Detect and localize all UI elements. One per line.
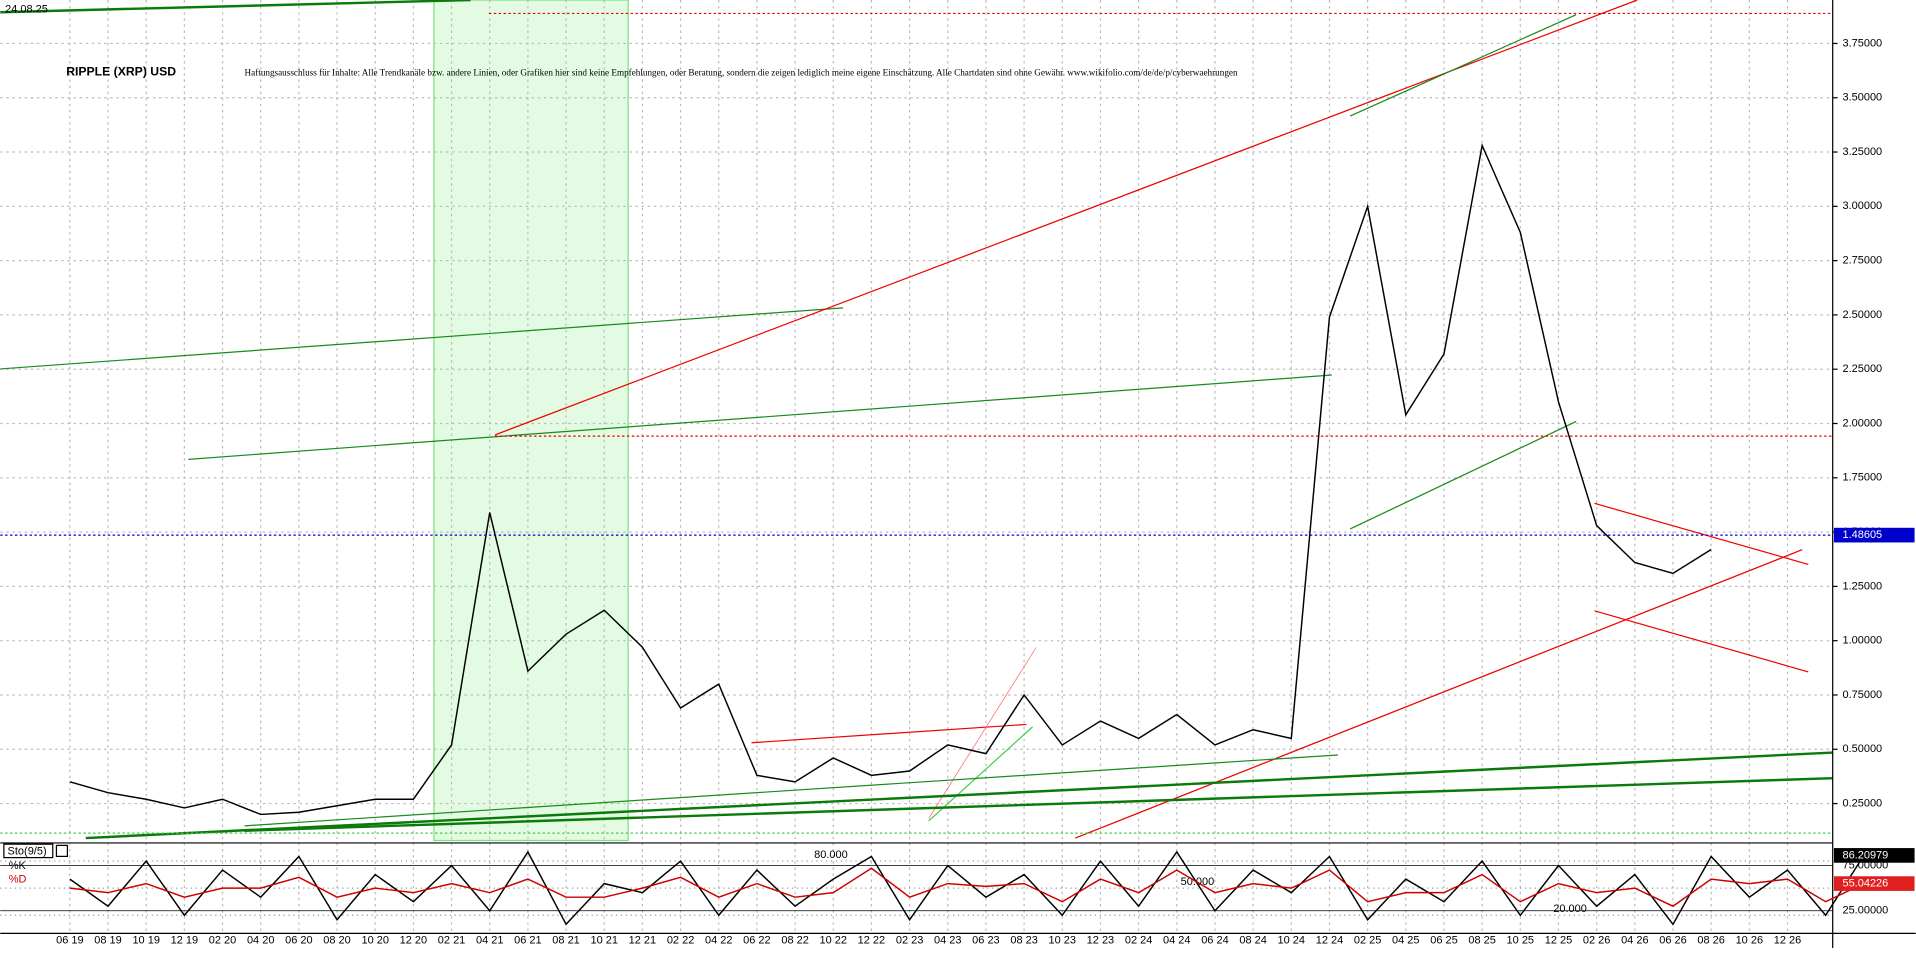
osc-level-label: 20.000 xyxy=(1553,903,1587,915)
x-tick-label: 06 21 xyxy=(514,935,542,947)
trendlines xyxy=(0,0,1833,840)
x-tick-label: 12 21 xyxy=(629,935,657,947)
x-tick-label: 04 24 xyxy=(1163,935,1191,947)
series-line xyxy=(69,867,1865,908)
x-tick-label: 12 23 xyxy=(1087,935,1115,947)
x-tick-label: 02 21 xyxy=(438,935,466,947)
x-tick-label: 04 23 xyxy=(934,935,962,947)
x-tick-label: 10 20 xyxy=(361,935,389,947)
osc-title: Sto(9/5) xyxy=(8,845,47,857)
x-tick-label: 06 23 xyxy=(972,935,1000,947)
osc-readout-box xyxy=(1833,848,1915,863)
x-tick-label: 12 26 xyxy=(1774,935,1802,947)
x-tick-label: 08 25 xyxy=(1468,935,1495,947)
x-tick-label: 10 19 xyxy=(132,935,159,947)
y-tick-label: 1.00000 xyxy=(1842,635,1882,647)
series-line xyxy=(69,143,1712,816)
y-tick-label: 0.25000 xyxy=(1842,797,1882,809)
osc-level-label: 80.000 xyxy=(814,849,848,861)
x-tick-label: 10 22 xyxy=(820,935,848,947)
highlight-zone xyxy=(433,0,629,842)
x-tick-label: 04 20 xyxy=(247,935,274,947)
x-tick-label: 06 20 xyxy=(285,935,312,947)
add-button[interactable] xyxy=(55,844,69,857)
x-tick-label: 02 24 xyxy=(1125,935,1153,947)
disclaimer: Haftungsausschluss für Inhalte: Alle Tre… xyxy=(245,67,1238,77)
x-tick-label: 02 25 xyxy=(1354,935,1382,947)
legend-entry: %K xyxy=(9,860,27,872)
y-tick-label: 2.50000 xyxy=(1842,309,1882,321)
x-tick-label: 08 24 xyxy=(1239,935,1266,947)
x-tick-label: 04 26 xyxy=(1621,935,1648,947)
y-tick-label: 1.75000 xyxy=(1842,472,1882,484)
y-tick-label: 3.25000 xyxy=(1842,146,1882,158)
y-tick-label: 3.75000 xyxy=(1842,37,1882,49)
osc-readout: 86.20979 xyxy=(1842,849,1888,861)
x-tick-label: 06 24 xyxy=(1201,935,1229,947)
y-tick-label: 2.00000 xyxy=(1842,417,1882,429)
y-tick-label: 1.25000 xyxy=(1842,580,1882,592)
x-tick-label: 12 24 xyxy=(1316,935,1344,947)
x-tick-label: 10 24 xyxy=(1278,935,1305,947)
plot xyxy=(69,143,1712,816)
x-tick-label: 08 21 xyxy=(552,935,580,947)
x-tick-label: 10 23 xyxy=(1049,935,1077,947)
last-price-label: 1.48605 xyxy=(1842,529,1882,541)
x-tick-label: 12 20 xyxy=(400,935,428,947)
y-tick-label: 2.75000 xyxy=(1842,255,1882,267)
x-tick-label: 08 20 xyxy=(323,935,351,947)
y-tick-label: 3.00000 xyxy=(1842,200,1882,212)
series-line xyxy=(69,850,1865,926)
x-tick-label: 08 22 xyxy=(781,935,809,947)
osc-readout: 55.04226 xyxy=(1842,877,1888,889)
x-tick-label: 02 22 xyxy=(667,935,695,947)
x-tick-label: 12 19 xyxy=(171,935,199,947)
x-tick-label: 02 20 xyxy=(209,935,236,947)
date-label: 24.08.25 xyxy=(5,4,48,16)
y-tick-label: 0.75000 xyxy=(1842,689,1882,701)
y-tick-label: 0.50000 xyxy=(1842,743,1882,755)
x-tick-label: 10 26 xyxy=(1736,935,1763,947)
last-price-box xyxy=(1833,527,1915,543)
x-tick-label: 02 26 xyxy=(1583,935,1611,947)
x-tick-label: 06 22 xyxy=(743,935,771,947)
osc-tick-label: 75.00000 xyxy=(1842,859,1888,871)
legend-entry: %D xyxy=(9,873,27,885)
x-tick-label: 02 23 xyxy=(896,935,924,947)
chart-title: RIPPLE (XRP) USD xyxy=(66,64,176,78)
x-tick-label: 12 25 xyxy=(1545,935,1572,947)
x-tick-label: 08 26 xyxy=(1697,935,1724,947)
osc-title-box xyxy=(3,843,54,859)
x-tick-label: 06 25 xyxy=(1430,935,1457,947)
osc-readout-box xyxy=(1833,876,1915,891)
x-tick-label: 04 25 xyxy=(1392,935,1420,947)
x-tick-label: 04 22 xyxy=(705,935,733,947)
y-tick-label: 3.50000 xyxy=(1842,92,1882,104)
y-tick-label: 2.25000 xyxy=(1842,363,1882,375)
x-tick-label: 08 19 xyxy=(94,935,122,947)
x-tick-label: 10 25 xyxy=(1507,935,1535,947)
x-tick-label: 06 26 xyxy=(1659,935,1686,947)
x-tick-label: 06 19 xyxy=(56,935,84,947)
x-tick-label: 12 22 xyxy=(858,935,886,947)
x-tick-label: 10 21 xyxy=(590,935,618,947)
x-tick-label: 04 21 xyxy=(476,935,504,947)
osc-tick-label: 25.00000 xyxy=(1842,905,1888,917)
x-tick-label: 08 23 xyxy=(1010,935,1038,947)
